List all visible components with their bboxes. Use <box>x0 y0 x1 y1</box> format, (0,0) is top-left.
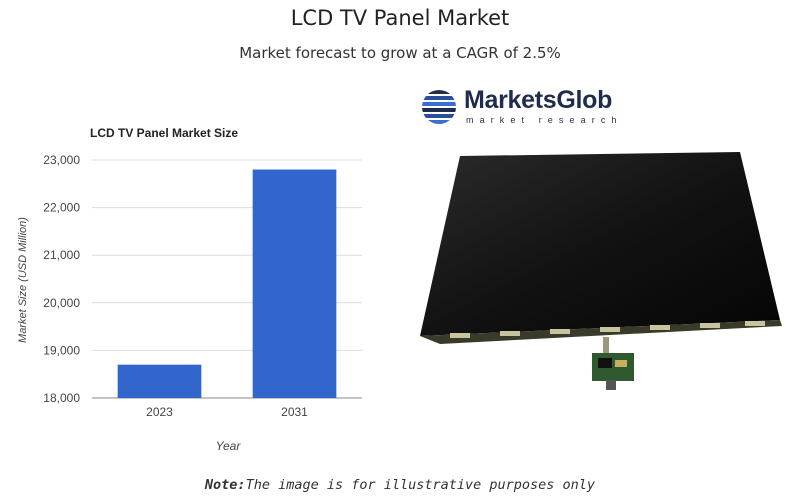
footnote-label: Note: <box>204 477 246 493</box>
x-tick-label: 2023 <box>146 405 173 419</box>
bars <box>117 169 337 398</box>
brand-logo: MarketsGlob market research <box>420 86 640 130</box>
bar-chart: LCD TV Panel Market Size 18,000 19,000 20,… <box>17 126 362 453</box>
y-tick-label: 18,000 <box>43 391 80 405</box>
x-tick-label: 2031 <box>281 405 308 419</box>
page-subtitle: Market forecast to grow at a CAGR of 2.5… <box>239 44 561 62</box>
y-axis-label: Market Size (USD Million) <box>17 217 29 343</box>
footnote: Note:The image is for illustrative purpo… <box>0 477 800 493</box>
y-axis-ticks: 18,000 19,000 20,000 21,000 22,000 23,000 <box>43 153 80 405</box>
lcd-panel-image <box>420 152 782 390</box>
x-axis-label: Year <box>216 439 242 453</box>
page-title: LCD TV Panel Market <box>290 6 510 30</box>
y-tick-label: 20,000 <box>43 296 80 310</box>
logo-tagline: market research <box>466 115 623 125</box>
y-tick-label: 21,000 <box>43 248 80 262</box>
y-tick-label: 23,000 <box>43 153 80 167</box>
chart-title: LCD TV Panel Market Size <box>90 126 238 140</box>
bar-2031 <box>252 169 337 398</box>
bar-2023 <box>117 364 202 398</box>
logo-name: MarketsGlob <box>464 86 613 114</box>
footnote-text: The image is for illustrative purposes o… <box>245 477 596 493</box>
globe-icon <box>422 90 456 124</box>
y-tick-label: 19,000 <box>43 343 80 357</box>
x-axis-ticks: 2023 2031 <box>146 405 308 419</box>
y-tick-label: 22,000 <box>43 201 80 215</box>
